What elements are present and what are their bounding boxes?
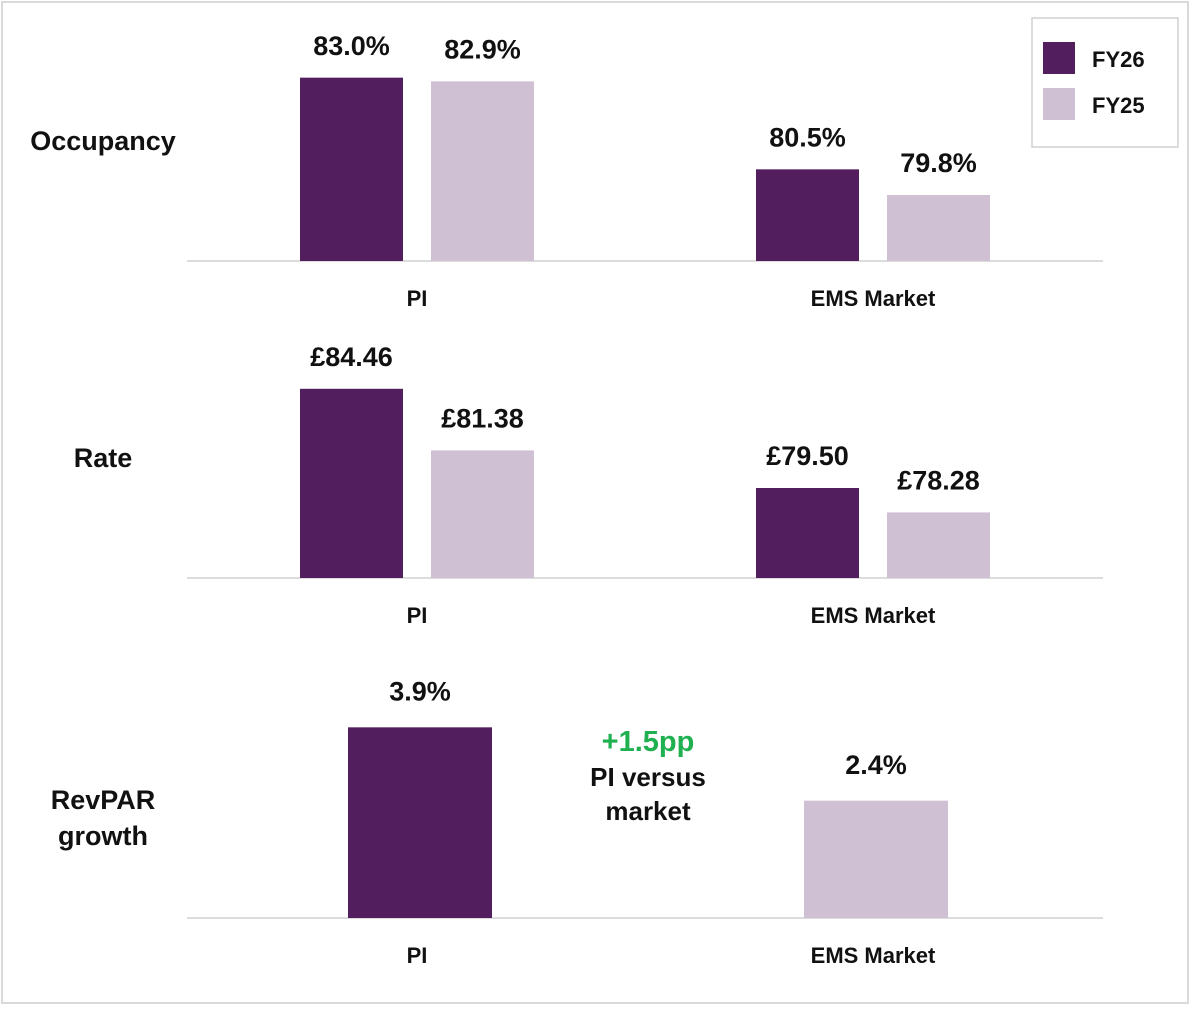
bar	[887, 512, 990, 578]
value-label: 83.0%	[313, 31, 390, 61]
value-label: £81.38	[441, 404, 524, 434]
value-label: 2.4%	[845, 750, 907, 780]
legend-swatch	[1043, 88, 1075, 120]
bar	[431, 450, 534, 578]
annotation-text: PI versus market	[590, 762, 706, 826]
category-label: PI	[407, 603, 428, 628]
bar	[756, 488, 859, 578]
category-label: PI	[407, 943, 428, 968]
bar	[300, 77, 403, 262]
category-label: EMS Market	[811, 943, 936, 968]
panel-label: Occupancy	[30, 126, 176, 156]
panel-label: RevPAR growth	[50, 785, 156, 851]
value-label: £84.46	[310, 342, 393, 372]
legend-label: FY26	[1092, 47, 1145, 72]
bar	[431, 81, 534, 261]
value-label: 79.8%	[900, 148, 977, 178]
legend-box	[1031, 17, 1179, 148]
bar	[756, 169, 859, 261]
annotation-title: +1.5pp	[601, 726, 695, 758]
bar	[804, 800, 948, 918]
annotation: +1.5pp PI versus market	[563, 724, 733, 828]
bar	[300, 388, 403, 578]
value-label: £79.50	[766, 441, 849, 471]
category-label: PI	[407, 286, 428, 311]
category-label: EMS Market	[811, 603, 936, 628]
value-label: 82.9%	[444, 34, 521, 64]
legend-swatch	[1043, 42, 1075, 74]
value-label: 80.5%	[769, 122, 846, 152]
legend-label: FY25	[1092, 93, 1145, 118]
bar	[348, 727, 492, 918]
value-label: 3.9%	[389, 676, 451, 706]
bar	[887, 195, 990, 261]
panel-label: Rate	[73, 443, 133, 473]
category-label: EMS Market	[811, 286, 936, 311]
value-label: £78.28	[897, 466, 980, 496]
